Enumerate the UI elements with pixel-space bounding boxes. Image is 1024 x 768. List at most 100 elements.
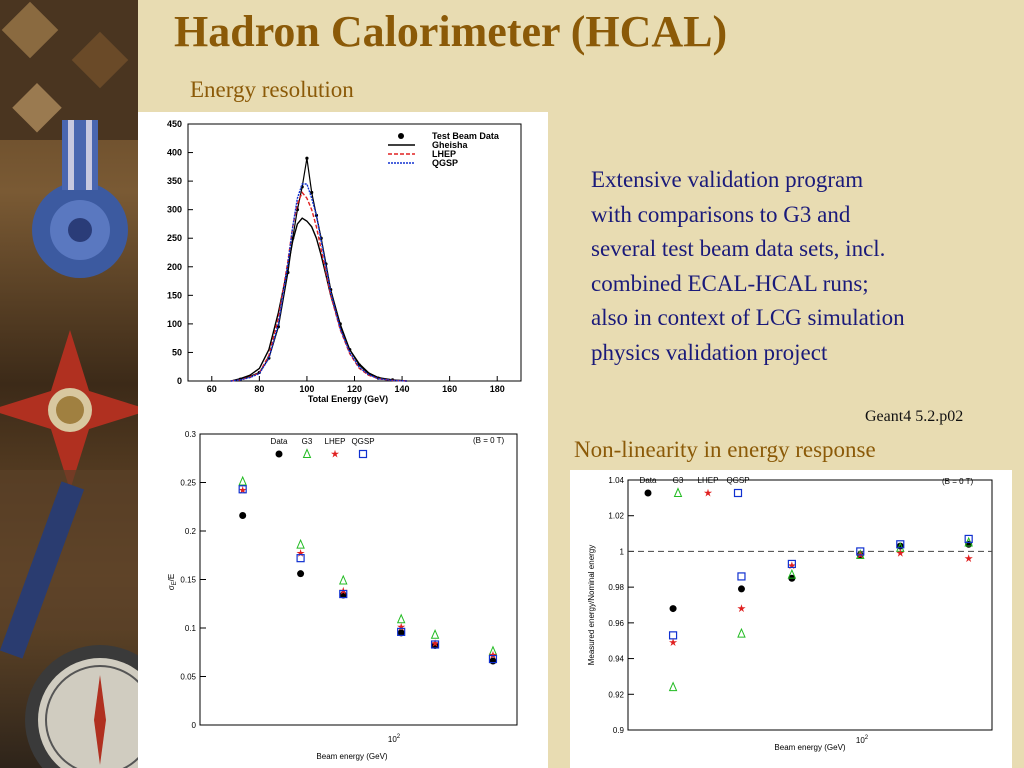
y-tick-label: 1 [620, 547, 625, 556]
field-annotation: (B = 0 T) [942, 477, 974, 486]
y-tick-label: 0.96 [608, 619, 624, 628]
field-annotation: (B = 0 T) [473, 436, 505, 445]
y-tick-label: 450 [167, 119, 182, 129]
data-point-data [669, 605, 677, 613]
histogram-plot: 0 50 100 150 200 250 300 350 400 450 60 80 100 120 14… [167, 119, 522, 404]
x-axis-label: Total Energy (GeV) [308, 394, 388, 404]
legend-label: G3 [302, 437, 313, 446]
legend-marker [358, 449, 368, 459]
x-tick-label: 100 [299, 384, 314, 394]
energy-resolution-histogram: 0 50 100 150 200 250 300 350 400 450 60 80 100 120 14… [138, 112, 548, 412]
y-tick-label: 0.94 [608, 655, 624, 664]
description-line: several test beam data sets, incl. [591, 236, 886, 261]
y-tick-label: 100 [167, 319, 182, 329]
y-tick-label: 400 [167, 148, 182, 158]
legend-label: QGSP [432, 158, 458, 168]
y-tick-label: 1.02 [608, 512, 624, 521]
data-point-qgsp [856, 547, 865, 556]
legend-marker [644, 489, 652, 497]
y-tick-label: 150 [167, 290, 182, 300]
x-tick-label: 102 [856, 735, 869, 745]
y-axis-label: Measured energy/Nominal energy [587, 545, 596, 666]
legend-label: Gheisha [432, 140, 469, 150]
slide-title: Hadron Calorimeter (HCAL) [174, 7, 728, 56]
legend-marker [673, 487, 683, 497]
x-tick-label: 180 [490, 384, 505, 394]
legend-label: Data [640, 476, 657, 485]
description-line: combined ECAL-HCAL runs; [591, 270, 869, 296]
description-text: Extensive validation program with compar… [591, 163, 1011, 370]
data-point-lhep [238, 486, 247, 494]
y-axis-label: σE/E [167, 574, 178, 591]
y-tick-label: 1.04 [608, 476, 624, 485]
data-point-data [297, 570, 305, 578]
data-point-g3 [737, 627, 746, 638]
data-point-g3 [396, 613, 406, 624]
legend-label: G3 [673, 476, 684, 485]
series-line-test-beam-data [230, 158, 407, 382]
data-point-lhep [431, 639, 440, 647]
data-point-qgsp [430, 640, 440, 649]
data-point-qgsp [787, 559, 796, 569]
data-point-data [239, 511, 247, 519]
data-point-lhep [669, 638, 678, 646]
x-tick-label: 160 [442, 384, 457, 394]
data-point-qgsp [737, 572, 746, 581]
y-tick-label: 0.3 [185, 430, 197, 439]
resolution-vs-energy-chart: 0 0.05 0.1 0.15 0.2 0.25 0.3 Data G3 LHEP QGSP (B… [138, 412, 548, 768]
y-tick-label: 300 [167, 205, 182, 215]
data-point-qgsp [296, 554, 305, 563]
x-tick-label: 140 [395, 384, 410, 394]
energy-resolution-heading: Energy resolution [190, 77, 354, 102]
description-line: with comparisons to G3 and [591, 201, 851, 227]
resolution-plot: 0 0.05 0.1 0.15 0.2 0.25 0.3 Data G3 LHEP QGSP (B… [167, 430, 518, 761]
data-point-lhep [397, 622, 406, 631]
nonlinearity-plot: 0.9 0.92 0.94 0.96 0.98 1 1.02 1.04 Data G3 LHEP Q… [587, 476, 993, 752]
collage-illustration [0, 0, 138, 768]
data-point-g3 [339, 574, 348, 585]
description-line: physics validation project [591, 339, 828, 365]
y-tick-label: 250 [167, 233, 182, 243]
data-point-qgsp [896, 540, 905, 549]
y-tick-label: 0.05 [180, 673, 196, 682]
legend-label: LHEP [325, 437, 346, 446]
legend-label: LHEP [432, 149, 456, 159]
description-line: Extensive validation program [591, 167, 864, 192]
x-tick-label: 80 [254, 384, 264, 394]
data-point-lhep [964, 554, 973, 563]
nonlinearity-heading: Non-linearity in energy response [574, 437, 876, 462]
legend-marker [330, 449, 340, 458]
data-point-lhep [896, 548, 905, 557]
data-point [310, 190, 314, 195]
legend-label: QGSP [351, 437, 374, 446]
data-point-qgsp [238, 485, 247, 494]
data-point-g3 [430, 629, 440, 639]
series-line-lhep [230, 191, 407, 382]
legend-label: QGSP [726, 476, 749, 485]
x-tick-label: 120 [347, 384, 362, 394]
data-point-qgsp [488, 654, 498, 664]
y-tick-label: 0 [192, 721, 197, 730]
y-tick-label: 200 [167, 262, 182, 272]
series-line-gheisha [230, 217, 407, 382]
decorative-collage [0, 0, 138, 768]
plot-frame [187, 123, 522, 382]
data-point-lhep [737, 604, 746, 613]
legend-label: Data [271, 437, 288, 446]
data-point-g3 [238, 475, 247, 486]
data-point-qgsp [397, 627, 406, 636]
legend-marker [398, 133, 404, 139]
data-point-qgsp [964, 534, 973, 544]
nonlinearity-chart: 0.9 0.92 0.94 0.96 0.98 1 1.02 1.04 Data G3 LHEP Q… [570, 470, 1012, 768]
data-point-lhep [296, 549, 305, 557]
data-point-data [397, 629, 405, 637]
y-tick-label: 0.92 [608, 690, 624, 699]
version-label: Geant4 5.2.p02 [865, 408, 964, 425]
x-axis-label: Beam energy (GeV) [774, 743, 845, 752]
data-point-qgsp [668, 631, 678, 640]
data-point-lhep [787, 561, 796, 570]
legend-label: Test Beam Data [432, 131, 500, 141]
legend-marker [275, 450, 283, 458]
series-line-qgsp [230, 183, 407, 382]
y-tick-label: 50 [172, 347, 182, 357]
